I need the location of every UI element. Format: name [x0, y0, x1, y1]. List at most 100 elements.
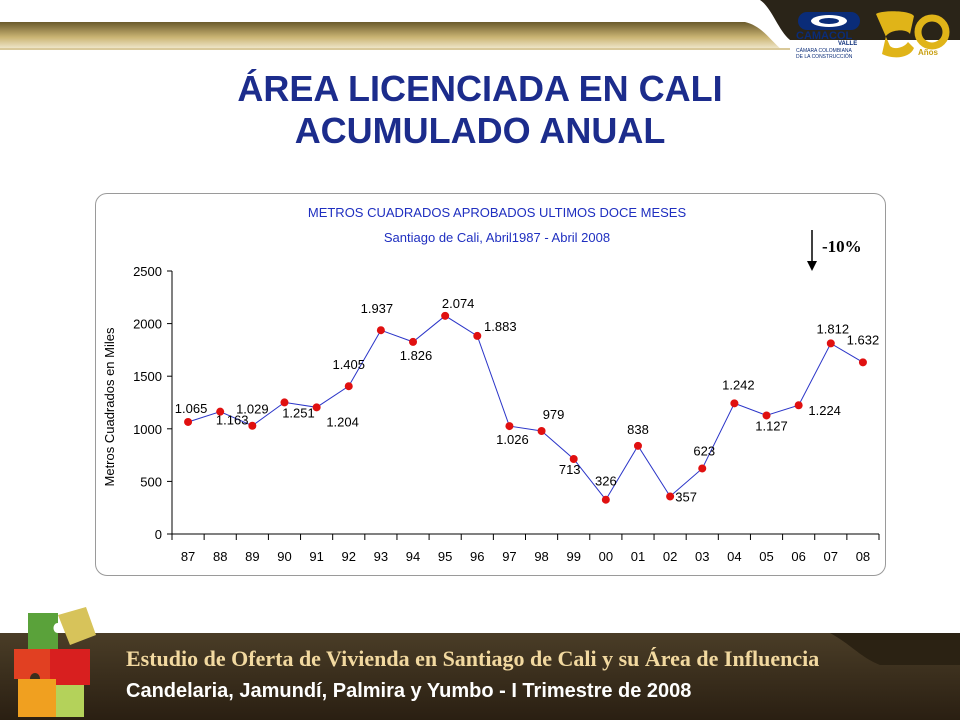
data-points [184, 311, 867, 504]
x-tick-label: 99 [566, 549, 580, 564]
data-point [376, 326, 385, 335]
data-label: 979 [543, 407, 565, 422]
data-label: 1.163 [216, 413, 249, 428]
footer-subtitle: Candelaria, Jamundí, Palmira y Yumbo - I… [126, 680, 692, 702]
x-tick-label: 89 [245, 549, 259, 564]
x-tick-label: 07 [824, 549, 838, 564]
logo-org-line1: CÁMARA COLOMBIANA [796, 48, 852, 54]
logo-org-line2: DE LA CONSTRUCCIÓN [796, 54, 853, 60]
data-point [794, 401, 803, 410]
title-line-1: ÁREA LICENCIADA EN CALI [237, 68, 723, 109]
data-label: 1.883 [484, 319, 517, 334]
data-point [666, 492, 675, 501]
annotation-group: -10% [807, 230, 862, 271]
data-point [505, 422, 514, 431]
logo-name: CAMACOL [796, 30, 853, 42]
data-point [858, 358, 867, 367]
data-label: 1.065 [175, 401, 208, 416]
data-label: 1.632 [847, 332, 880, 347]
x-tick-label: 88 [213, 549, 227, 564]
footer-title: Estudio de Oferta de Vivienda en Santiag… [126, 646, 820, 671]
camacol-emblem-icon [798, 11, 950, 58]
header-bar [0, 0, 960, 50]
page-title: ÁREA LICENCIADA EN CALI ACUMULADO ANUAL [0, 68, 960, 152]
x-tick-label: 03 [695, 549, 709, 564]
chart-subtitle: Santiago de Cali, Abril1987 - Abril 2008 [384, 230, 610, 245]
data-label: 1.224 [808, 403, 841, 418]
data-label: 357 [675, 489, 697, 504]
logo-region: VALLE [838, 41, 858, 47]
x-tick-label: 90 [277, 549, 291, 564]
x-tick-label: 91 [309, 549, 323, 564]
annotation-text: -10% [822, 237, 862, 256]
x-tick-label: 98 [534, 549, 548, 564]
data-point [312, 403, 321, 412]
footer-banner [0, 605, 960, 720]
data-point [280, 398, 289, 407]
data-point [569, 454, 578, 463]
data-point [698, 464, 707, 473]
x-tick-label: 00 [599, 549, 613, 564]
camacol-logo: CAMACOL VALLE CÁMARA COLOMBIANA DE LA CO… [790, 8, 950, 62]
y-tick-label: 500 [140, 474, 162, 489]
x-tick-label: 04 [727, 549, 741, 564]
data-label: 1.812 [817, 321, 850, 336]
y-axis-label: Metros Cuadrados en Miles [102, 327, 117, 486]
data-label: 1.242 [722, 377, 755, 392]
series-line [187, 315, 864, 501]
data-point [473, 331, 482, 340]
data-label: 326 [595, 474, 617, 489]
data-label: 1.127 [755, 418, 788, 433]
data-point [248, 421, 257, 430]
data-label: 1.405 [332, 357, 365, 372]
puzzle-logo-icon [14, 607, 96, 717]
data-point [216, 407, 225, 416]
y-tick-label: 1500 [133, 369, 162, 384]
x-tick-label: 93 [374, 549, 388, 564]
y-tick-label: 2500 [133, 264, 162, 279]
data-label: 1.029 [236, 402, 269, 417]
title-line-2: ACUMULADO ANUAL [294, 110, 666, 151]
x-tick-label: 95 [438, 549, 452, 564]
data-point [633, 441, 642, 450]
data-point [441, 311, 450, 320]
data-point [762, 411, 771, 420]
x-tick-label: 94 [406, 549, 420, 564]
data-label: 1.026 [496, 432, 529, 447]
anniversary-word: Años [918, 48, 938, 57]
x-tick-label: 96 [470, 549, 484, 564]
data-label: 2.074 [442, 296, 475, 311]
x-tick-label: 06 [791, 549, 805, 564]
data-point [409, 337, 418, 346]
data-label: 1.251 [282, 405, 315, 420]
data-label: 623 [693, 443, 715, 458]
x-tick-label: 02 [663, 549, 677, 564]
data-label: 713 [559, 462, 581, 477]
annotation-arrowhead-icon [807, 261, 817, 271]
chart-frame [95, 193, 886, 576]
data-point [184, 417, 193, 426]
data-point [601, 495, 610, 504]
data-point [826, 339, 835, 348]
data-label: 1.937 [361, 301, 394, 316]
x-axis-ticks: 87 88 89 90 91 92 93 94 95 96 97 98 99 00 01 02 03 04 05 06… [171, 534, 880, 564]
data-label: 838 [627, 422, 649, 437]
chart-title: METROS CUADRADOS APROBADOS ULTIMOS DOCE … [308, 205, 687, 220]
x-tick-label: 87 [181, 549, 195, 564]
y-axis-ticks: 0 500 1000 1500 2000 2500 [133, 264, 172, 542]
x-tick-label: 92 [342, 549, 356, 564]
y-tick-label: 0 [155, 527, 162, 542]
data-label: 1.204 [326, 414, 359, 429]
x-tick-label: 05 [759, 549, 773, 564]
data-point [730, 399, 739, 408]
x-tick-label: 08 [856, 549, 870, 564]
x-tick-label: 97 [502, 549, 516, 564]
line-chart: METROS CUADRADOS APROBADOS ULTIMOS DOCE … [102, 205, 880, 564]
series-path [187, 315, 864, 501]
x-tick-label: 01 [631, 549, 645, 564]
y-tick-label: 1000 [133, 422, 162, 437]
data-point [344, 382, 353, 391]
chart-axes [171, 271, 879, 535]
y-tick-label: 2000 [133, 317, 162, 332]
